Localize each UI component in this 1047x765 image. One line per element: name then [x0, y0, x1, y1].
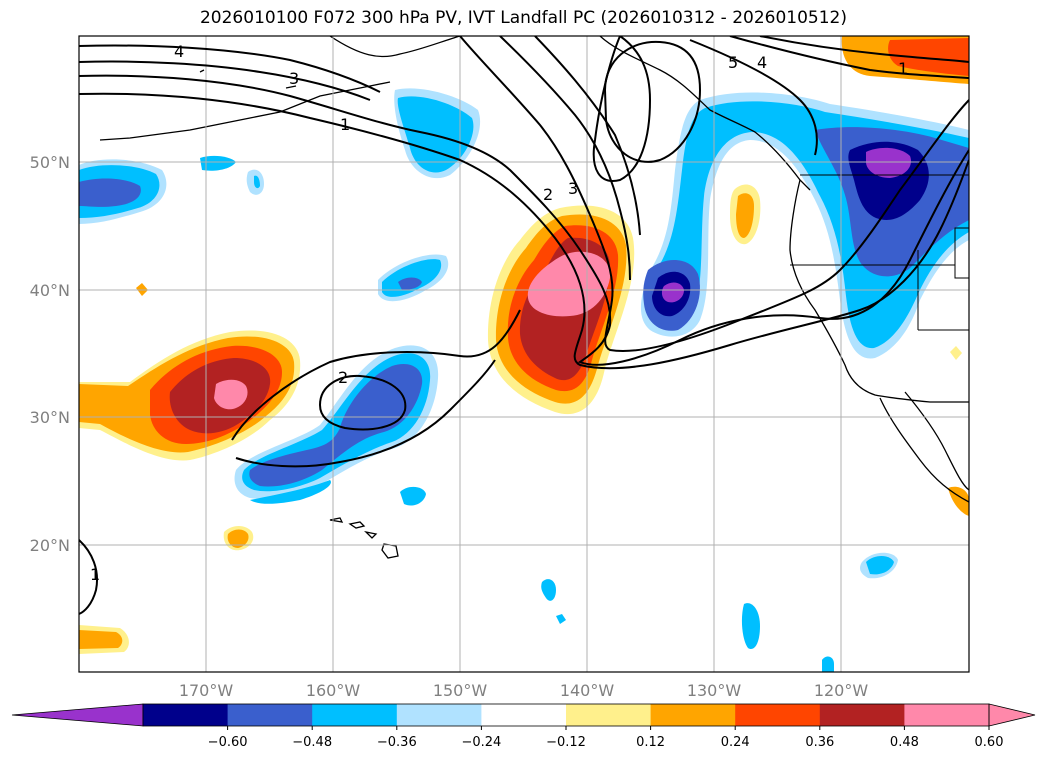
colorbar-bin — [650, 704, 736, 726]
lat-label: 20°N — [30, 536, 70, 555]
pv-positive-anomaly-central-pacific — [79, 330, 301, 461]
contour-label: 5 — [728, 53, 738, 72]
colorbar-extend-high — [988, 703, 1036, 727]
colorbar-tick-label: −0.36 — [377, 735, 417, 750]
contour-label: 1 — [90, 565, 100, 584]
contour-labels: 4 3 1 2 3 2 5 4 1 1 — [90, 42, 908, 584]
contour-label: 3 — [568, 179, 578, 198]
colorbar-tick-label: 0.48 — [890, 735, 919, 750]
colorbar-bin — [904, 704, 990, 726]
coastlines — [99, 36, 969, 559]
colorbar-bin — [227, 704, 313, 726]
colorbar-bin — [566, 704, 652, 726]
pv-positive-anomaly-mexico — [948, 486, 969, 516]
pv-contours — [79, 36, 969, 615]
colorbar: −0.60 −0.48 −0.36 −0.24 −0.12 0.12 0.24 0.36 0.4… — [11, 703, 1036, 750]
map-title: 2026010100 F072 300 hPa PV, IVT Landfall… — [199, 8, 847, 28]
longitude-labels: 170°W 160°W 150°W 140°W 130°W 120°W — [179, 681, 869, 700]
colorbar-tick-label: −0.48 — [292, 735, 332, 750]
colorbar-bin — [312, 704, 398, 726]
latitude-labels: 50°N 40°N 30°N 20°N — [30, 153, 70, 555]
colorbar-tick-label: −0.24 — [461, 735, 501, 750]
contour-label: 1 — [898, 59, 908, 78]
map-border — [78, 35, 970, 673]
lon-label: 170°W — [179, 681, 234, 700]
contour-label: 2 — [338, 368, 348, 387]
colorbar-extend-low — [11, 703, 144, 727]
lat-label: 50°N — [30, 153, 70, 172]
colorbar-tick-label: −0.60 — [208, 735, 248, 750]
lon-label: 160°W — [306, 681, 361, 700]
contour-label: 4 — [174, 42, 184, 61]
colorbar-bin — [396, 704, 482, 726]
contour-label: 2 — [543, 185, 553, 204]
colorbar-bin — [143, 704, 229, 726]
colorbar-bin — [819, 704, 905, 726]
colorbar-tick-label: 0.36 — [805, 735, 834, 750]
contour-label: 4 — [757, 53, 767, 72]
lon-label: 130°W — [687, 681, 742, 700]
lat-label: 30°N — [30, 408, 70, 427]
colorbar-tick-label: 0.24 — [721, 735, 750, 750]
pv-negative-anomaly-subtropical — [234, 345, 439, 500]
gridlines — [79, 36, 969, 672]
contour-label: 1 — [340, 115, 350, 134]
lon-label: 150°W — [433, 681, 488, 700]
lon-label: 120°W — [814, 681, 869, 700]
colorbar-bin — [481, 704, 567, 726]
contour-label: 3 — [289, 69, 299, 88]
lon-label: 140°W — [560, 681, 615, 700]
colorbar-tick-label: 0.12 — [636, 735, 665, 750]
pv-negative-anomaly-gulf-of-alaska — [640, 92, 969, 359]
colorbar-tick-label: −0.12 — [546, 735, 586, 750]
colorbar-tick-label: 0.60 — [975, 735, 1004, 750]
lat-label: 40°N — [30, 281, 70, 300]
colorbar-bin — [735, 704, 821, 726]
